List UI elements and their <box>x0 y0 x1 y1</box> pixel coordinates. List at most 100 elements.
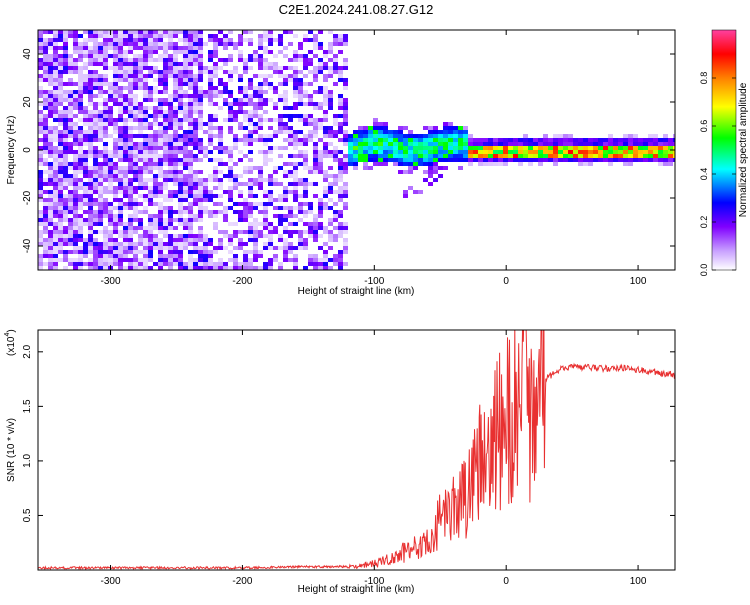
heatmap-cell <box>138 174 143 178</box>
heatmap-cell <box>283 170 288 174</box>
heatmap-cell <box>548 146 553 150</box>
heatmap-cell <box>308 122 313 126</box>
heatmap-cell <box>48 162 53 166</box>
heatmap-cell <box>523 138 528 142</box>
heatmap-cell <box>153 190 158 194</box>
heatmap-cell <box>333 182 338 186</box>
heatmap-cell <box>93 150 98 154</box>
heatmap-cell <box>208 94 213 98</box>
heatmap-cell <box>268 242 273 246</box>
heatmap-cell <box>113 262 118 266</box>
heatmap-cell <box>103 30 108 34</box>
heatmap-cell <box>153 66 158 70</box>
heatmap-cell <box>53 210 58 214</box>
heatmap-cell <box>108 150 113 154</box>
heatmap-cell <box>343 202 348 206</box>
heatmap-cell <box>398 126 403 130</box>
heatmap-cell <box>233 138 238 142</box>
heatmap-cell <box>53 222 58 226</box>
heatmap-cell <box>443 146 448 150</box>
heatmap-cell <box>238 78 243 82</box>
heatmap-cell <box>318 246 323 250</box>
heatmap-cell <box>63 210 68 214</box>
heatmap-cell <box>618 150 623 154</box>
heatmap-cell <box>138 62 143 66</box>
heatmap-cell <box>138 242 143 246</box>
heatmap-cell <box>553 158 558 162</box>
heatmap-cell <box>138 130 143 134</box>
heatmap-cell <box>183 34 188 38</box>
heatmap-cell <box>198 90 203 94</box>
heatmap-cell <box>198 230 203 234</box>
heatmap-cell <box>113 170 118 174</box>
heatmap-cell <box>343 238 348 242</box>
heatmap-cell <box>228 146 233 150</box>
heatmap-cell <box>538 154 543 158</box>
heatmap-cell <box>348 138 353 142</box>
heatmap-cell <box>128 166 133 170</box>
heatmap-cell <box>438 130 443 134</box>
heatmap-cell <box>133 162 138 166</box>
heatmap-cell <box>508 154 513 158</box>
heatmap-cell <box>258 102 263 106</box>
heatmap-cell <box>333 254 338 258</box>
heatmap-cell <box>128 178 133 182</box>
heatmap-cell <box>323 78 328 82</box>
heatmap-cell <box>248 118 253 122</box>
heatmap-cell <box>118 262 123 266</box>
heatmap-cell <box>563 134 568 138</box>
heatmap-cell <box>163 86 168 90</box>
heatmap-cell <box>73 174 78 178</box>
heatmap-cell <box>188 102 193 106</box>
heatmap-cell <box>108 118 113 122</box>
heatmap-cell <box>78 194 83 198</box>
heatmap-cell <box>193 266 198 270</box>
heatmap-cell <box>253 234 258 238</box>
heatmap-cell <box>358 142 363 146</box>
heatmap-cell <box>328 74 333 78</box>
heatmap-cell <box>73 66 78 70</box>
heatmap-cell <box>188 46 193 50</box>
heatmap-cell <box>103 142 108 146</box>
heatmap-cell <box>103 50 108 54</box>
heatmap-cell <box>213 42 218 46</box>
heatmap-cell <box>228 106 233 110</box>
heatmap-cell <box>338 138 343 142</box>
heatmap-cell <box>248 166 253 170</box>
heatmap-cell <box>48 94 53 98</box>
heatmap-cell <box>173 70 178 74</box>
heatmap-cell <box>153 194 158 198</box>
heatmap-cell <box>128 78 133 82</box>
heatmap-cell <box>53 62 58 66</box>
heatmap-cell <box>203 262 208 266</box>
heatmap-cell <box>138 166 143 170</box>
heatmap-cell <box>118 30 123 34</box>
spectrogram-x-tick-label: 100 <box>630 276 647 287</box>
heatmap-cell <box>268 230 273 234</box>
heatmap-cell <box>398 130 403 134</box>
heatmap-cell <box>253 102 258 106</box>
heatmap-cell <box>63 46 68 50</box>
heatmap-cell <box>338 194 343 198</box>
heatmap-cell <box>208 150 213 154</box>
heatmap-cell <box>598 150 603 154</box>
heatmap-cell <box>78 150 83 154</box>
heatmap-cell <box>138 78 143 82</box>
heatmap-cell <box>58 258 63 262</box>
heatmap-cell <box>113 226 118 230</box>
heatmap-cell <box>58 158 63 162</box>
heatmap-cell <box>393 130 398 134</box>
heatmap-cell <box>483 158 488 162</box>
heatmap-cell <box>43 70 48 74</box>
heatmap-cell <box>458 166 463 170</box>
heatmap-cell <box>63 234 68 238</box>
heatmap-cell <box>53 34 58 38</box>
heatmap-cell <box>293 154 298 158</box>
heatmap-cell <box>553 154 558 158</box>
heatmap-cell <box>433 150 438 154</box>
heatmap-cell <box>93 46 98 50</box>
heatmap-cell <box>128 138 133 142</box>
heatmap-cell <box>343 242 348 246</box>
heatmap-cell <box>258 90 263 94</box>
heatmap-cell <box>238 246 243 250</box>
